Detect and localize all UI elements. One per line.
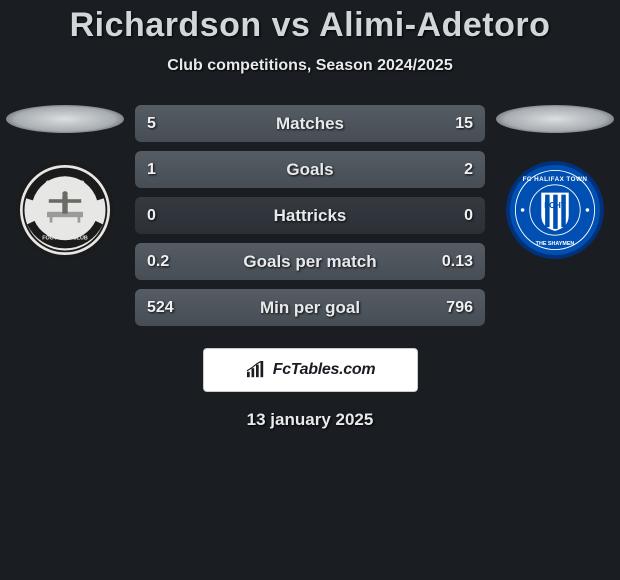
subtitle: Club competitions, Season 2024/2025 xyxy=(0,57,620,75)
chart-bars-icon xyxy=(245,361,267,379)
stat-label: Min per goal xyxy=(135,298,485,318)
left-club-logo: GATESHEAD FOOTBALL CLUB xyxy=(16,161,114,259)
stat-right-value: 0.13 xyxy=(442,253,473,271)
stat-bar: 524Min per goal796 xyxy=(135,289,485,326)
halifax-logo-icon: FC HALIFAX TOWN THE SHAYMEN FCHT xyxy=(510,165,600,255)
stat-bar: 0.2Goals per match0.13 xyxy=(135,243,485,280)
svg-text:FOOTBALL CLUB: FOOTBALL CLUB xyxy=(42,236,88,242)
stats-column: 5Matches15 1Goals2 0Hattricks0 0.2Goals per… xyxy=(135,105,485,326)
right-club-logo: FC HALIFAX TOWN THE SHAYMEN FCHT xyxy=(506,161,604,259)
root: Richardson vs Alimi-Adetoro Club competi… xyxy=(0,0,620,430)
stat-label: Hattricks xyxy=(135,206,485,226)
attribution-text: FcTables.com xyxy=(273,361,376,379)
svg-text:GATESHEAD: GATESHEAD xyxy=(45,180,85,187)
stat-right-value: 796 xyxy=(446,299,473,317)
stat-bar: 5Matches15 xyxy=(135,105,485,142)
svg-text:FCHT: FCHT xyxy=(544,201,566,210)
stat-label: Goals xyxy=(135,160,485,180)
stat-bar: 0Hattricks0 xyxy=(135,197,485,234)
stat-right-value: 15 xyxy=(455,115,473,133)
main-row: GATESHEAD FOOTBALL CLUB 5Matches15 1Goals… xyxy=(0,105,620,326)
svg-text:FC HALIFAX TOWN: FC HALIFAX TOWN xyxy=(523,176,588,183)
stat-right-value: 2 xyxy=(464,161,473,179)
stat-right-value: 0 xyxy=(464,207,473,225)
gateshead-logo-icon: GATESHEAD FOOTBALL CLUB xyxy=(20,165,110,255)
page-title: Richardson vs Alimi-Adetoro xyxy=(0,6,620,45)
left-club-column: GATESHEAD FOOTBALL CLUB xyxy=(5,105,125,259)
stat-label: Goals per match xyxy=(135,252,485,272)
svg-text:THE SHAYMEN: THE SHAYMEN xyxy=(536,241,575,247)
attribution-box: FcTables.com xyxy=(203,348,418,392)
stat-label: Matches xyxy=(135,114,485,134)
stat-bar: 1Goals2 xyxy=(135,151,485,188)
date-line: 13 january 2025 xyxy=(0,410,620,430)
right-ellipse-shadow xyxy=(496,105,614,133)
right-club-column: FC HALIFAX TOWN THE SHAYMEN FCHT xyxy=(495,105,615,259)
left-ellipse-shadow xyxy=(6,105,124,133)
